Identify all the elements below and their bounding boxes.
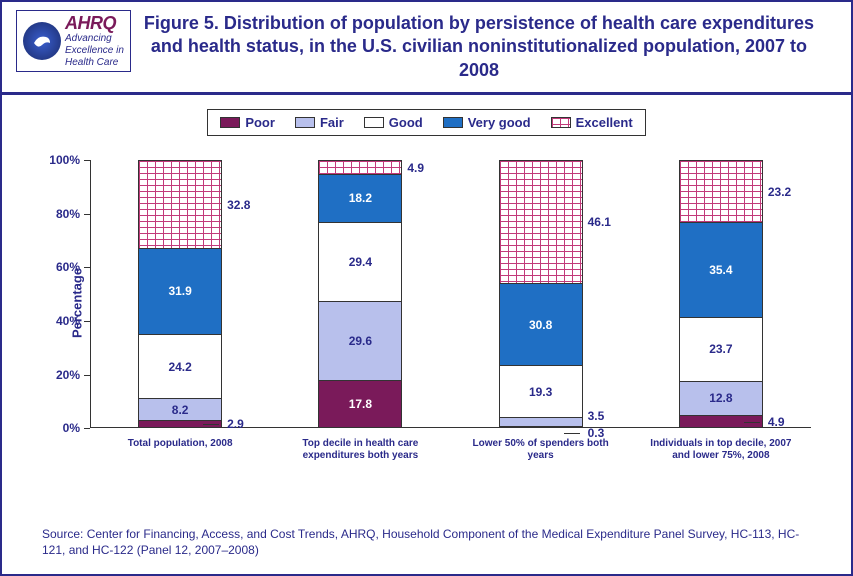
segment-label: 35.4 [709, 263, 732, 277]
swatch-verygood [443, 117, 463, 128]
legend-label: Excellent [576, 115, 633, 130]
segment-label: 24.2 [168, 360, 191, 374]
x-axis-label: Total population, 2008 [100, 438, 260, 462]
logo-sub2: Excellence in [65, 45, 124, 56]
swatch-fair [295, 117, 315, 128]
segment-excellent: 23.2 [679, 160, 763, 222]
x-axis-label: Lower 50% of spenders both years [461, 438, 621, 462]
segment-poor: 4.9 [679, 415, 763, 428]
x-axis-label: Top decile in health care expenditures b… [280, 438, 440, 462]
segment-label: 17.8 [349, 397, 372, 411]
segment-label: 3.5 [582, 409, 605, 423]
segment-excellent: 4.9 [318, 160, 402, 173]
swatch-good [364, 117, 384, 128]
logo-text: AHRQ Advancing Excellence in Health Care [65, 14, 124, 68]
stacked-bar: 2.9 8.2 24.2 31.9 32.8 [138, 160, 222, 428]
y-tick-label: 100% [49, 153, 80, 167]
bar-group: 2.9 8.2 24.2 31.9 32.8 [138, 160, 222, 428]
segment-label: 8.2 [172, 403, 189, 417]
bird-icon [30, 29, 54, 53]
y-tick [84, 428, 90, 429]
swatch-poor [220, 117, 240, 128]
swatch-excellent [551, 117, 571, 128]
legend-item-good: Good [364, 115, 423, 130]
bar-group: 0.33.5 19.3 30.8 46.1 [499, 160, 583, 428]
segment-poor: 0.3 [499, 426, 583, 428]
legend-item-verygood: Very good [443, 115, 531, 130]
stacked-bar: 17.8 29.6 29.4 18.2 4.9 [318, 160, 402, 428]
segment-fair: 8.2 [138, 398, 222, 420]
segment-excellent: 46.1 [499, 160, 583, 283]
segment-label: 4.9 [762, 415, 785, 429]
legend-label: Good [389, 115, 423, 130]
segment-label: 29.6 [349, 334, 372, 348]
plot: Percentage 0%20%40%60%80%100% 2.98.224.2… [90, 148, 811, 458]
segment-fair: 12.8 [679, 381, 763, 415]
segment-label: 2.9 [221, 417, 244, 431]
segment-good: 24.2 [138, 334, 222, 399]
segment-verygood: 31.9 [138, 248, 222, 333]
legend-item-excellent: Excellent [551, 115, 633, 130]
legend: Poor Fair Good Very good Excellent [207, 109, 645, 136]
logo-brand: AHRQ [65, 14, 124, 32]
bar-group: 4.9 12.8 23.7 35.4 23.2 [679, 160, 763, 428]
segment-good: 23.7 [679, 317, 763, 381]
y-tick-label: 40% [56, 314, 80, 328]
stacked-bar: 0.33.5 19.3 30.8 46.1 [499, 160, 583, 428]
y-tick-label: 60% [56, 260, 80, 274]
segment-label: 19.3 [529, 385, 552, 399]
x-labels: Total population, 2008 Top decile in heal… [90, 438, 811, 462]
logo-box: AHRQ Advancing Excellence in Health Care [16, 10, 131, 72]
logo-sub1: Advancing [65, 33, 124, 44]
source-note: Source: Center for Financing, Access, an… [42, 526, 811, 558]
segment-verygood: 35.4 [679, 222, 763, 317]
legend-label: Very good [468, 115, 531, 130]
y-tick-label: 80% [56, 207, 80, 221]
segment-good: 19.3 [499, 365, 583, 417]
legend-item-poor: Poor [220, 115, 275, 130]
segment-fair: 3.5 [499, 417, 583, 426]
legend-label: Poor [245, 115, 275, 130]
segment-excellent: 32.8 [138, 160, 222, 248]
segment-label: 31.9 [168, 284, 191, 298]
legend-item-fair: Fair [295, 115, 344, 130]
logo-sub3: Health Care [65, 57, 124, 68]
bar-group: 17.8 29.6 29.4 18.2 4.9 [318, 160, 402, 428]
segment-label: 4.9 [401, 161, 424, 175]
segment-label: 23.2 [762, 185, 791, 199]
segment-poor: 17.8 [318, 380, 402, 428]
bars-container: 2.9 8.2 24.2 31.9 32.8 17.8 29.6 29.4 18.2 4.9 0.3… [90, 160, 811, 428]
figure-title: Figure 5. Distribution of population by … [141, 10, 837, 82]
legend-label: Fair [320, 115, 344, 130]
segment-label: 46.1 [582, 215, 611, 229]
segment-label: 18.2 [349, 191, 372, 205]
segment-label: 30.8 [529, 318, 552, 332]
x-axis-label: Individuals in top decile, 2007 and lowe… [641, 438, 801, 462]
segment-label: 32.8 [221, 198, 250, 212]
segment-poor: 2.9 [138, 420, 222, 428]
segment-verygood: 18.2 [318, 174, 402, 223]
segment-label: 29.4 [349, 255, 372, 269]
y-tick-label: 0% [63, 421, 80, 435]
segment-label: 23.7 [709, 342, 732, 356]
stacked-bar: 4.9 12.8 23.7 35.4 23.2 [679, 160, 763, 428]
hhs-badge-icon [23, 22, 61, 60]
chart-area: Poor Fair Good Very good Excellent Perce… [2, 95, 851, 458]
y-tick-label: 20% [56, 368, 80, 382]
segment-label: 12.8 [709, 391, 732, 405]
segment-fair: 29.6 [318, 301, 402, 380]
segment-good: 29.4 [318, 222, 402, 301]
segment-verygood: 30.8 [499, 283, 583, 365]
header: AHRQ Advancing Excellence in Health Care… [2, 2, 851, 95]
